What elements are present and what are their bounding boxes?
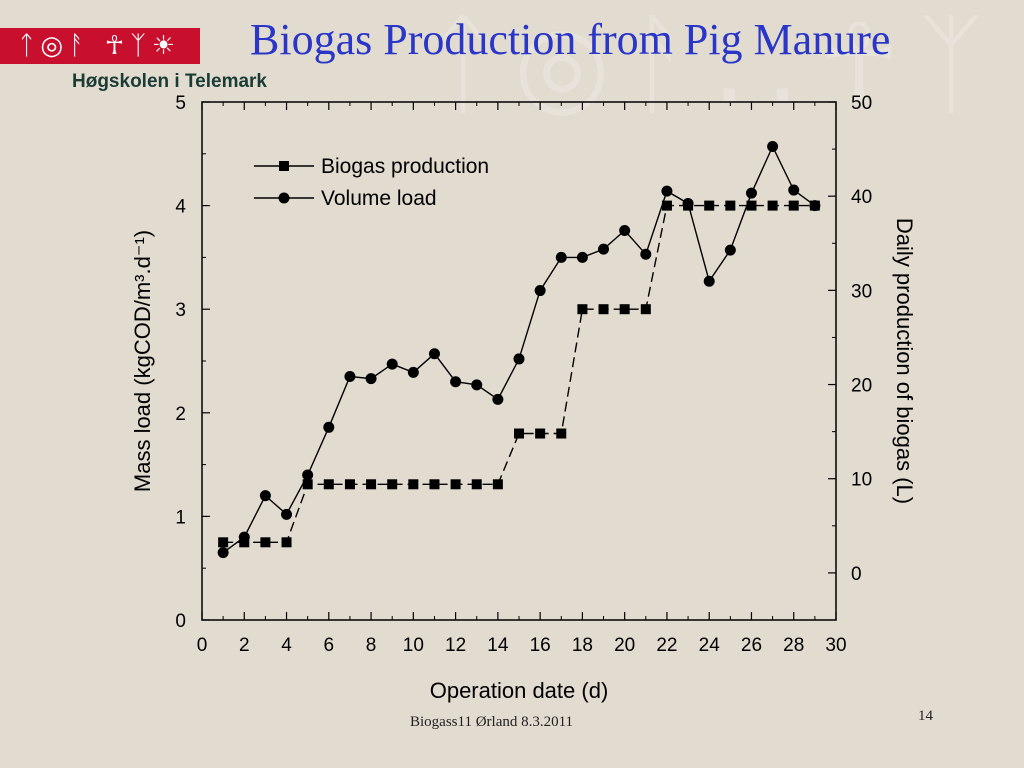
data-point-circle [640,248,652,260]
data-point-square [767,200,778,211]
y-left-axis-label: Mass load (kgCOD/m³.d⁻¹) [130,230,155,492]
data-point-square [302,479,313,490]
data-point-circle [450,376,462,388]
data-point-square [661,200,672,211]
data-point-square [704,200,715,211]
x-tick-label: 22 [656,635,677,656]
institution-name: Høgskolen i Telemark [72,71,267,92]
data-point-square [640,304,651,315]
y-right-tick-label: 10 [851,470,872,491]
data-point-square [429,479,440,490]
data-point-square [725,200,736,211]
y-left-tick-label: 0 [175,611,186,632]
data-point-circle [576,251,588,263]
data-point-circle [598,243,610,255]
data-point-square [408,479,419,490]
university-logo: ᛏ◎ᚨ ☥ᛉ☀ [0,28,200,64]
page-number: 14 [918,708,933,724]
slide-title: Biogas Production from Pig Manure [250,15,891,64]
x-tick-label: 6 [324,635,335,656]
data-point-square [260,537,271,548]
y-left-tick-label: 4 [175,197,186,218]
data-point-circle [344,371,356,383]
series-line-0 [223,204,815,543]
data-point-circle [259,490,271,502]
data-point-square [492,479,503,490]
data-point-circle [492,393,504,405]
x-tick-label: 28 [783,635,804,656]
data-point-circle [281,508,293,520]
data-point-circle [407,366,419,378]
data-point-circle [703,275,715,287]
y-right-tick-label: 20 [851,376,872,397]
data-point-circle [745,187,757,199]
data-point-square [387,479,398,490]
data-point-square [344,479,355,490]
data-point-circle [555,251,567,263]
data-point-square [788,200,799,211]
data-point-circle [513,353,525,365]
x-tick-label: 20 [614,635,635,656]
y-left-tick-label: 3 [175,300,186,321]
data-point-circle [682,198,694,210]
data-point-square [598,304,609,315]
data-point-square [366,479,377,490]
legend-label: Volume load [321,187,437,210]
x-tick-label: 24 [699,635,721,656]
data-point-circle [767,141,779,153]
data-point-circle [428,348,440,360]
y-right-tick-label: 30 [851,281,872,302]
data-point-circle [365,373,377,385]
y-left-tick-label: 2 [175,404,186,425]
x-tick-label: 2 [239,635,250,656]
data-point-square [218,537,229,548]
x-tick-label: 14 [487,635,509,656]
data-point-square [535,428,546,439]
x-tick-label: 0 [197,635,208,656]
y-right-tick-label: 40 [851,187,872,208]
data-point-square [471,479,482,490]
data-point-circle [302,469,314,481]
x-tick-label: 18 [572,635,593,656]
slide-footer: Biogass11 Ørland 8.3.2011 [410,714,574,730]
data-point-circle [386,358,398,370]
y-left-tick-label: 1 [175,507,186,528]
x-tick-label: 10 [403,635,424,656]
y-right-tick-label: 0 [851,564,862,585]
data-point-square [323,479,334,490]
y-right-axis-label: Daily production of biogas (L) [892,218,917,504]
y-right-tick-label: 50 [851,93,872,114]
data-point-square [746,200,757,211]
data-point-square [619,304,630,315]
data-point-square [281,537,292,548]
data-point-square [514,428,524,439]
data-point-circle [238,531,250,543]
logo-glyphs: ᛏ◎ᚨ ☥ᛉ☀ [18,31,182,61]
data-point-circle [661,185,673,197]
data-point-circle [323,421,335,433]
legend-label: Biogas production [321,155,489,178]
data-point-circle [724,244,736,256]
data-point-square [556,428,567,439]
x-tick-label: 16 [530,635,551,656]
data-point-square [577,304,588,315]
data-point-circle [788,184,800,196]
data-point-circle [809,200,821,212]
legend-marker-circle [278,192,290,204]
x-axis-label: Operation date (d) [430,678,609,703]
y-left-tick-label: 5 [175,93,186,114]
x-tick-label: 8 [366,635,377,656]
x-tick-label: 12 [445,635,466,656]
data-point-circle [619,224,631,236]
data-point-circle [471,379,483,391]
x-tick-label: 30 [825,635,846,656]
x-tick-label: 26 [741,635,762,656]
x-tick-label: 4 [281,635,292,656]
legend-marker-square [279,161,289,171]
data-point-circle [534,285,546,297]
data-point-square [450,479,461,490]
data-point-circle [217,547,229,559]
